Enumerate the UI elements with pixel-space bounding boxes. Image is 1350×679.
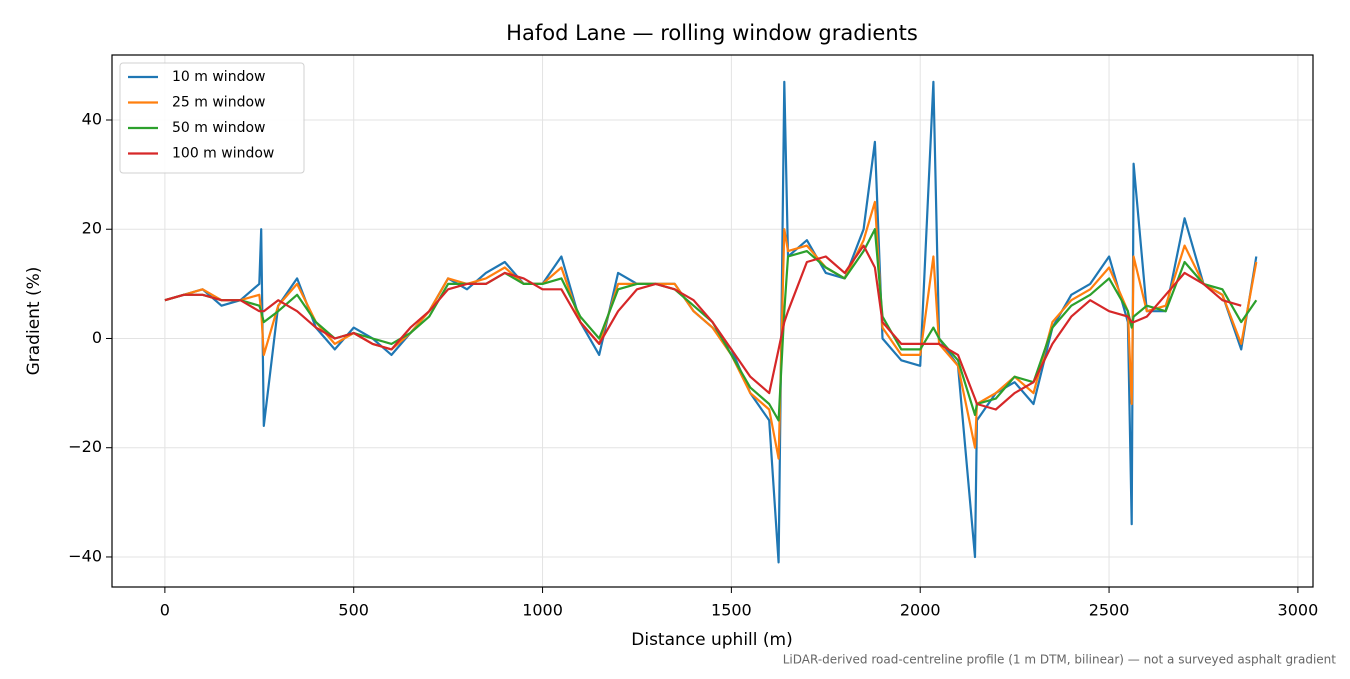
x-tick-label: 500 [338,601,369,620]
y-axis-label: Gradient (%) [24,267,44,376]
series-line [164,80,1258,564]
legend-label: 50 m window [172,120,265,136]
series-line [164,200,1258,460]
x-tick-label: 2500 [1089,601,1130,620]
x-axis-label: Distance uphill (m) [631,630,792,650]
legend-box [119,62,305,174]
x-tick-label: 3000 [1278,601,1319,620]
y-tick-label: −20 [68,437,102,456]
y-tick-label: 40 [82,109,102,128]
x-tick-label: 1500 [711,601,752,620]
plot-frame [111,54,1314,588]
x-tick-label: 1000 [522,601,563,620]
y-tick-label: 0 [92,328,102,347]
legend-label: 25 m window [172,95,265,111]
y-tick-label: −40 [68,546,102,565]
x-tick-label: 0 [160,601,170,620]
legend-label: 100 m window [172,146,274,162]
legend: 10 m window 25 m window 50 m window 100 m w… [119,62,305,174]
y-tick-label: 20 [82,219,102,238]
chart-title: Hafod Lane — rolling window gradients [506,21,918,45]
legend-label: 10 m window [172,69,265,85]
series-line [164,244,1242,411]
footnote: LiDAR-derived road-centreline profile (1… [783,653,1337,667]
x-tick-label: 2000 [900,601,941,620]
